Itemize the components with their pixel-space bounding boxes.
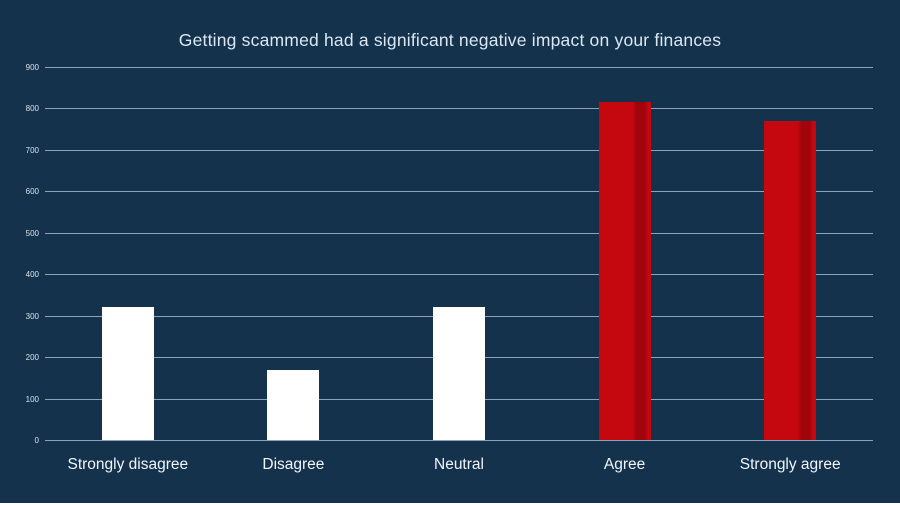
x-axis-category-row: Strongly disagree Disagree Neutral Agree Str… [45, 455, 873, 475]
gridline-0 [45, 440, 873, 441]
gridline-900 [45, 67, 873, 68]
y-tick-label-300: 300 [25, 311, 39, 321]
gridline-700 [45, 149, 873, 151]
plot-area: 0 100 200 300 400 500 600 700 800 900 [26, 63, 873, 445]
y-tick-label-400: 400 [25, 270, 39, 280]
category-label-neutral: Neutral [434, 456, 484, 473]
bar-strongly-disagree [101, 307, 154, 440]
category-label-strongly-disagree: Strongly disagree [67, 456, 189, 473]
gridline-400 [45, 274, 873, 276]
y-tick-label-100: 100 [25, 394, 39, 404]
category-label-disagree: Disagree [262, 456, 325, 473]
y-tick-label-500: 500 [25, 228, 39, 238]
category-label-agree: Agree [603, 456, 646, 473]
y-tick-label-0: 0 [34, 436, 39, 445]
bar-strongly-agree [764, 120, 817, 440]
bar-disagree [267, 370, 320, 440]
gridline-800 [45, 108, 873, 110]
y-tick-label-200: 200 [25, 353, 39, 363]
gridline-600 [45, 191, 873, 193]
category-label-strongly-agree: Strongly agree [739, 456, 841, 473]
chart-title: Getting scammed had a significant negati… [178, 30, 722, 50]
slide-bottom-edge [0, 503, 900, 506]
y-tick-label-900: 900 [25, 63, 39, 72]
bar-neutral [433, 307, 485, 440]
bar-agree [598, 102, 651, 440]
y-tick-label-700: 700 [25, 145, 39, 155]
gridline-500 [45, 232, 873, 234]
y-tick-label-600: 600 [25, 187, 39, 197]
y-tick-label-800: 800 [25, 104, 39, 114]
